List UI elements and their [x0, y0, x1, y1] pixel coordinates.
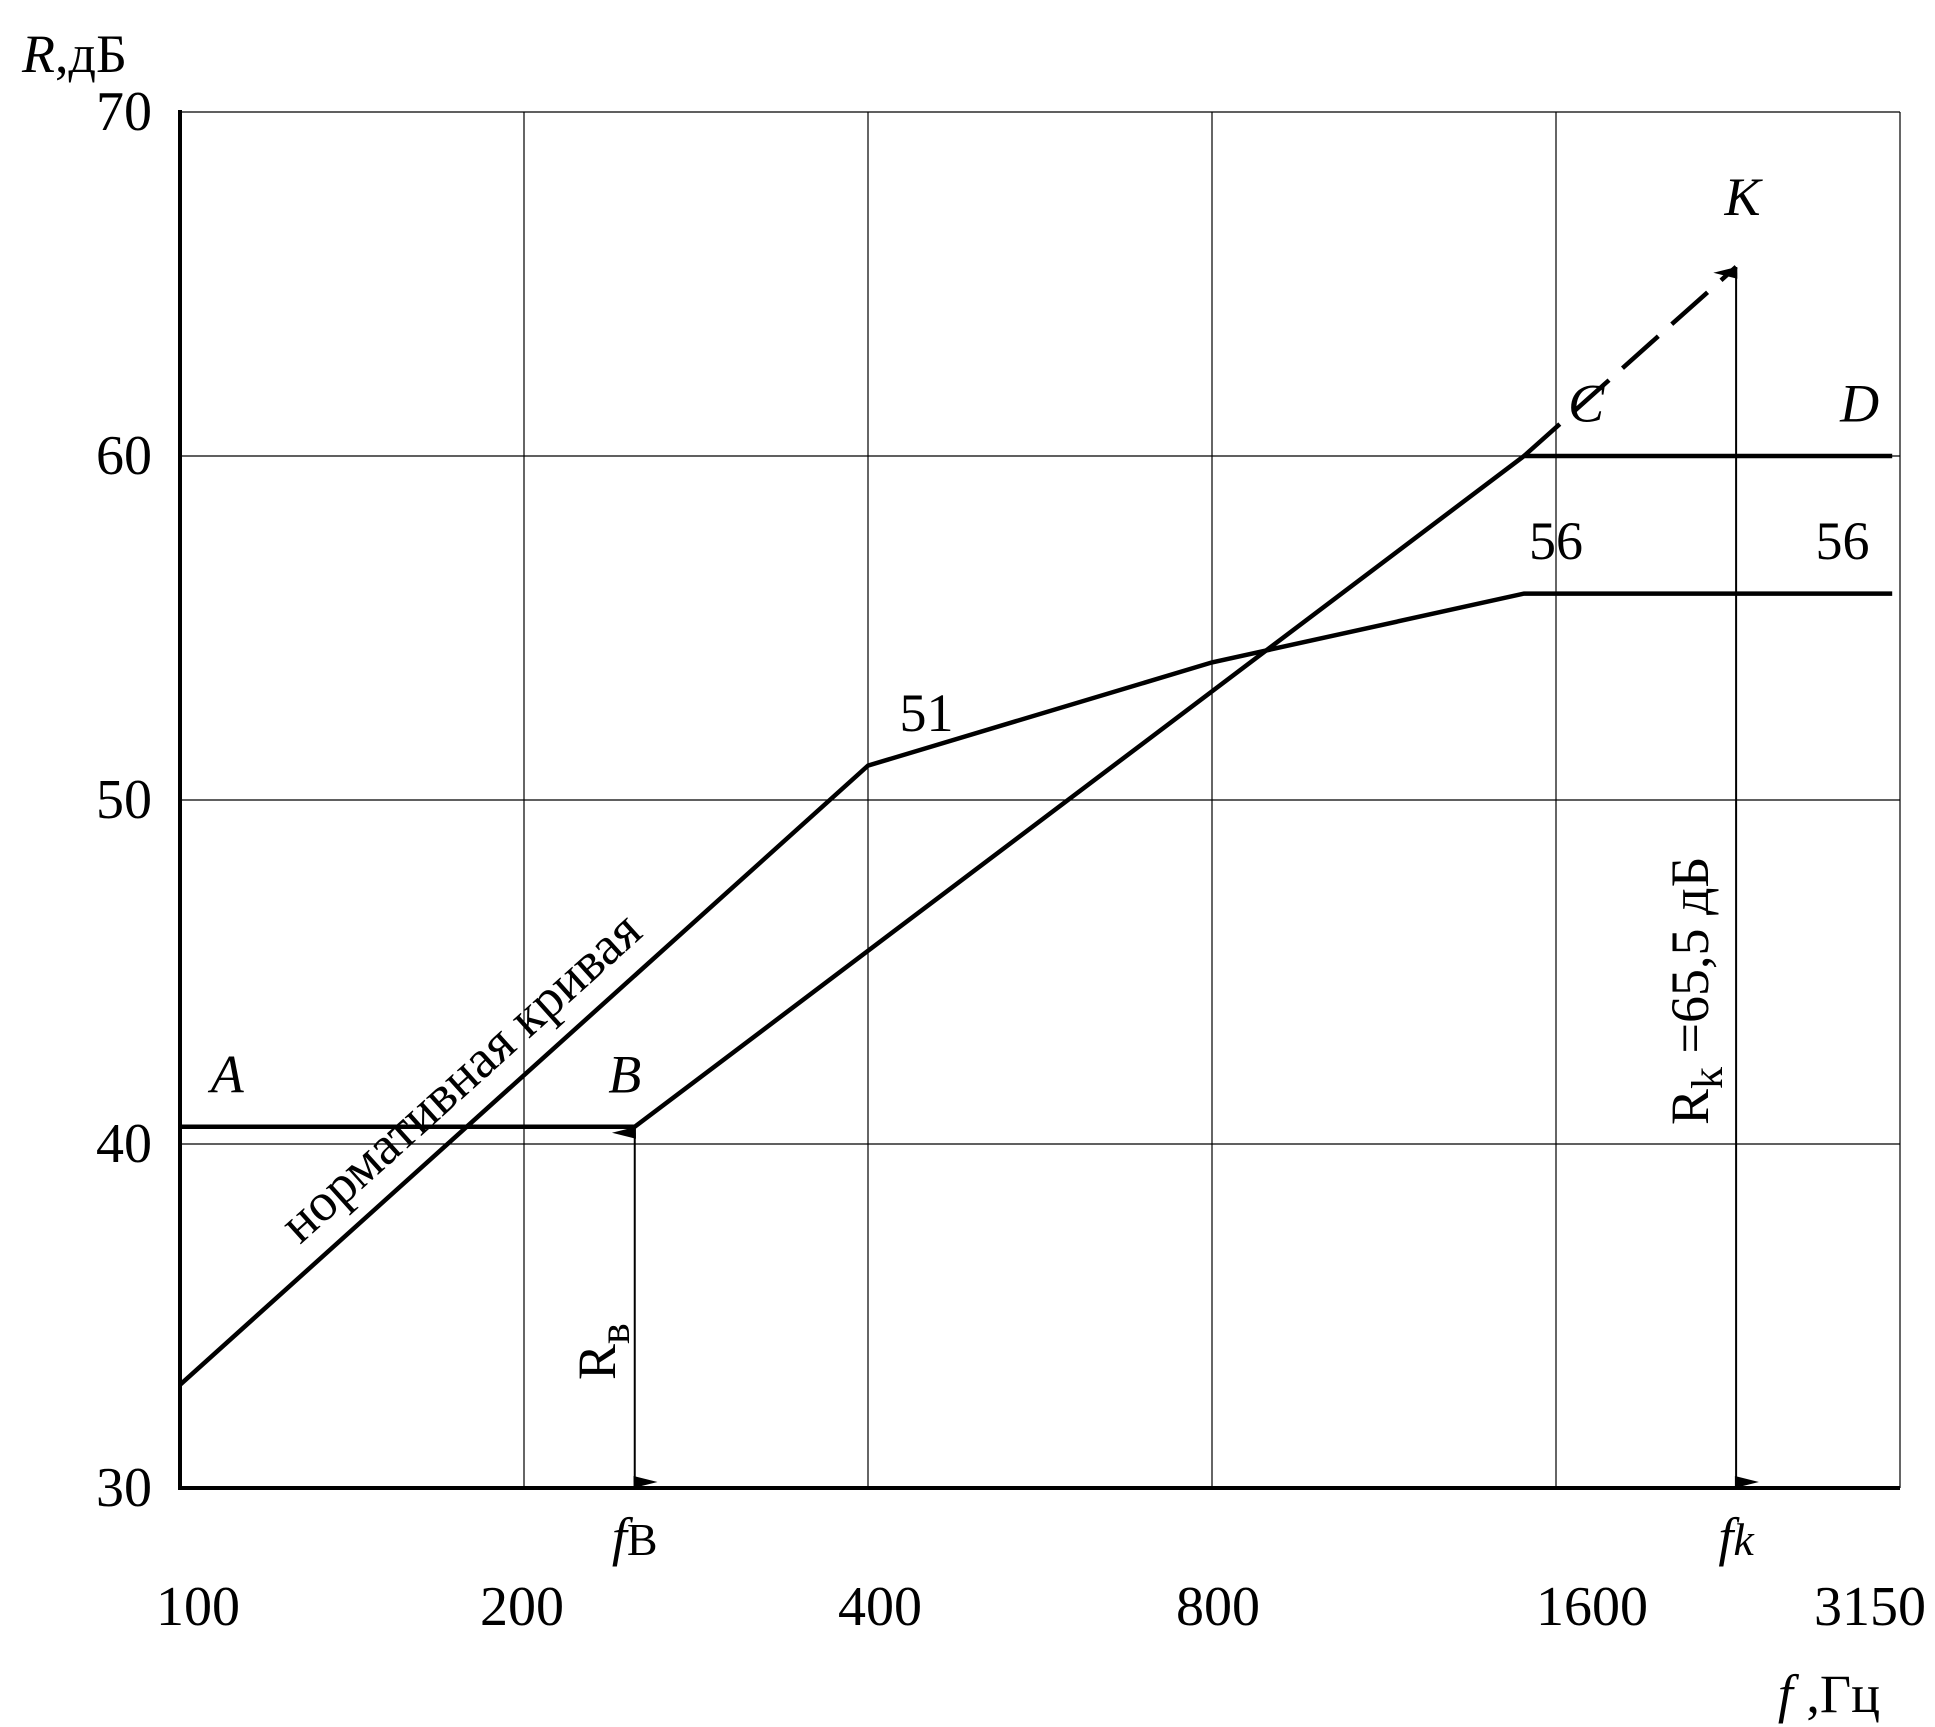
x-tick-label: 1600 [1536, 1576, 1648, 1638]
grid [180, 111, 1901, 1489]
series [178, 265, 1893, 1488]
value-label-value-56_left: 56 [1529, 511, 1583, 571]
labels: нормативная кривая A B C D K 51 56 56 fВ fk Rв Rk =6… [208, 167, 1879, 1567]
y-tick-label: 50 [96, 769, 152, 831]
x-tick-label: 100 [156, 1576, 240, 1638]
x-axis-title: f ,Гц [1778, 1664, 1880, 1724]
value-label-value-51: 51 [899, 683, 953, 743]
normative-curve-label: нормативная кривая [268, 899, 653, 1254]
x-tick-label: 400 [838, 1576, 922, 1638]
x-tick-label: 3150 [1814, 1576, 1926, 1638]
y-tick-label: 40 [96, 1113, 152, 1175]
y-axis-title: R,дБ [21, 24, 127, 84]
point-label-c: C [1568, 374, 1605, 434]
point-label-a: A [208, 1044, 245, 1104]
rb-label: Rв [567, 1323, 639, 1380]
y-tick-label: 60 [96, 425, 152, 487]
series-line-1 [178, 591, 1893, 1387]
axes: 30 40 50 60 70 100 200 400 800 1600 3150 R,дБ f ,Гц [21, 24, 1926, 1724]
point-label-d: D [1839, 374, 1879, 434]
dashed-extension-line [1522, 265, 1738, 458]
value-label-value-56_right: 56 [1816, 511, 1870, 571]
fk-label: fk [1718, 1507, 1755, 1567]
point-label-b: B [608, 1044, 641, 1104]
x-tick-label: 200 [480, 1576, 564, 1638]
rk-label: Rk =65,5 дБ [1660, 857, 1732, 1125]
point-label-k: K [1724, 167, 1764, 227]
x-tick-label: 800 [1176, 1576, 1260, 1638]
y-tick-label: 30 [96, 1457, 152, 1519]
series-line-2 [180, 453, 1893, 1130]
y-tick-label: 70 [96, 81, 152, 143]
fb-label: fВ [612, 1507, 658, 1567]
